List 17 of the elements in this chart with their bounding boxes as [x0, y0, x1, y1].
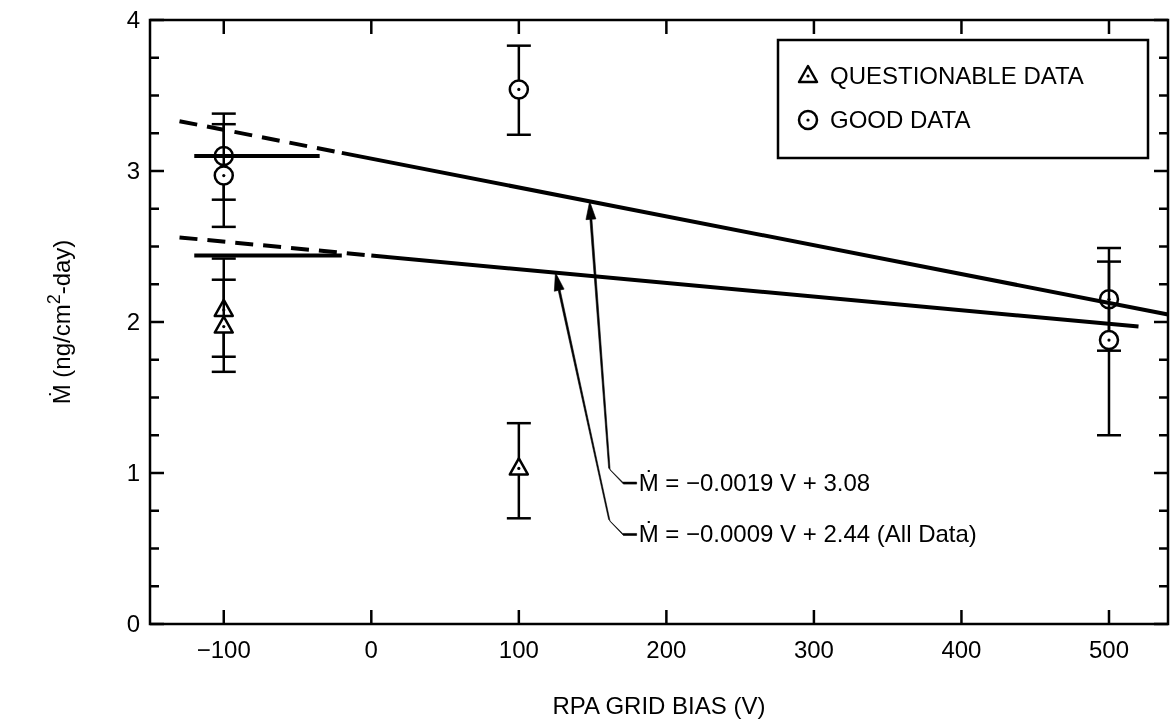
- x-axis-title: RPA GRID BIAS (V): [552, 692, 766, 719]
- legend-label: GOOD DATA: [830, 106, 971, 134]
- x-tick-label: 300: [793, 636, 834, 663]
- x-tick-label: 200: [646, 636, 687, 663]
- x-tick-label: 400: [941, 636, 982, 663]
- y-tick-label: 1: [126, 459, 140, 487]
- y-tick-label: 2: [126, 308, 140, 336]
- y-tick-label: 4: [126, 6, 140, 34]
- x-tick-label: 0: [364, 636, 378, 663]
- legend-label: QUESTIONABLE DATA: [830, 62, 1084, 90]
- annotation: Ṁ = −0.0009 V + 2.44 (All Data): [638, 520, 977, 548]
- y-tick-label: 0: [126, 610, 140, 638]
- x-tick-label: 500: [1088, 636, 1130, 663]
- annotation: Ṁ = −0.0019 V + 3.08: [638, 469, 871, 497]
- y-tick-label: 3: [126, 157, 140, 185]
- x-tick-label: −100: [196, 636, 251, 663]
- x-tick-label: 100: [498, 636, 539, 663]
